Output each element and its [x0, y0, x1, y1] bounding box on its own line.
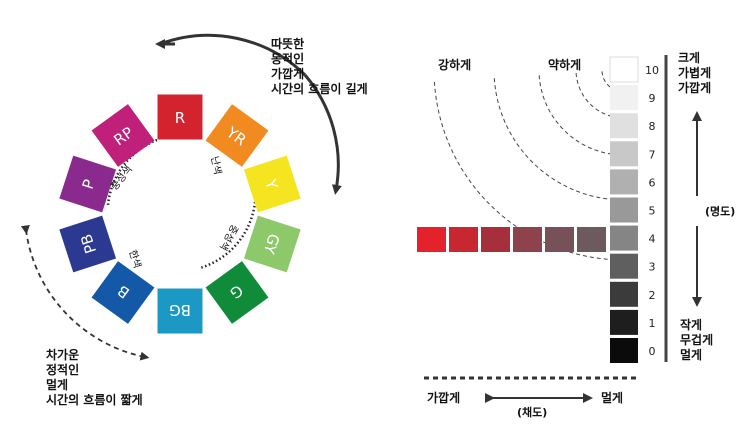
value-step-label: 5 — [649, 205, 656, 218]
guide-arc — [433, 81, 625, 261]
chroma-swatch — [417, 227, 446, 252]
value-swatch — [610, 113, 638, 139]
color-chip-swatch — [157, 288, 203, 334]
color-chip-yr: YR — [205, 104, 269, 167]
color-chip-p: P — [59, 155, 117, 213]
wheel-inner-label-warm: 난색 — [208, 155, 224, 175]
top-caption: 크게 가볍게 가깝게 — [678, 51, 712, 95]
strong-label: 강하게 — [438, 58, 472, 72]
neutral-arc-top — [106, 138, 158, 206]
value-swatch — [610, 338, 638, 363]
chroma-axis-label: (채도) — [517, 406, 548, 419]
bottom-caption: 작게 무겁게 멀게 — [680, 318, 714, 362]
color-chip-label: GY — [259, 231, 283, 256]
value-step-label: 7 — [649, 148, 656, 161]
warm-arc-arrow-tail — [303, 74, 342, 195]
chroma-swatch — [545, 227, 574, 252]
color-chip-y: Y — [243, 155, 301, 213]
wheel-inner-label-neutral-bottom: 중성색 — [217, 222, 241, 252]
value-step-label: 10 — [645, 64, 659, 77]
guide-arc — [493, 78, 625, 201]
value-axis-label: (명도) — [705, 205, 736, 218]
color-chip-swatch — [243, 155, 301, 213]
color-chip-swatch — [91, 261, 155, 324]
color-chip-swatch — [91, 104, 155, 167]
color-chip-swatch — [243, 215, 301, 273]
neutral-arc-bottom — [199, 201, 257, 270]
color-chip-swatch — [205, 104, 269, 167]
weak-label: 약하게 — [548, 58, 582, 72]
value-swatch — [610, 197, 638, 223]
color-chip-swatch — [59, 155, 117, 213]
value-step-label: 2 — [649, 289, 656, 302]
value-step-label: 9 — [649, 92, 656, 105]
color-chip-g: G — [205, 261, 269, 324]
chroma-swatch — [577, 227, 606, 252]
color-chip-pb: PB — [59, 215, 117, 273]
chroma-swatch — [449, 227, 478, 252]
value-swatch — [610, 309, 638, 335]
color-chip-rp: RP — [91, 104, 155, 167]
color-chip-gy: GY — [243, 215, 301, 273]
value-swatch — [610, 141, 638, 167]
value-swatch — [610, 253, 638, 279]
warm-arc-arrow — [159, 33, 307, 77]
value-swatch — [610, 281, 638, 307]
color-chip-swatch — [157, 94, 203, 140]
color-chip-r: R — [157, 94, 203, 140]
guide-arc — [538, 75, 625, 156]
value-swatch — [610, 85, 638, 111]
color-chip-swatch — [205, 261, 269, 324]
color-chip-label: PB — [77, 232, 100, 256]
cool-caption: 차가운 정적인 멀게 시간의 흐름이 짧게 — [46, 348, 143, 407]
color-chip-b: B — [91, 261, 155, 324]
cool-arc-arrow — [20, 224, 150, 361]
wheel-inner-label-cool: 한색 — [126, 248, 143, 269]
warm-caption: 따뜻한 동적인 가깝게 시간의 흐름이 길게 — [271, 37, 368, 96]
value-swatch — [610, 225, 638, 251]
color-chip-bg: BG — [157, 288, 203, 334]
value-step-label: 4 — [649, 233, 656, 246]
value-step-label: 3 — [649, 261, 656, 274]
value-step-label: 8 — [649, 120, 656, 133]
color-chip-label: BG — [169, 301, 191, 319]
value-swatch — [609, 56, 639, 83]
color-chip-label: R — [175, 109, 185, 127]
value-step-label: 0 — [649, 345, 656, 358]
value-step-label: 1 — [649, 317, 656, 330]
chroma-swatch — [481, 227, 510, 252]
value-step-label: 6 — [649, 176, 656, 189]
chroma-swatch — [513, 227, 542, 252]
near-label: 가깝게 — [427, 391, 461, 405]
far-label: 멀게 — [601, 391, 624, 405]
color-chip-swatch — [59, 215, 117, 273]
value-swatch — [610, 169, 638, 195]
